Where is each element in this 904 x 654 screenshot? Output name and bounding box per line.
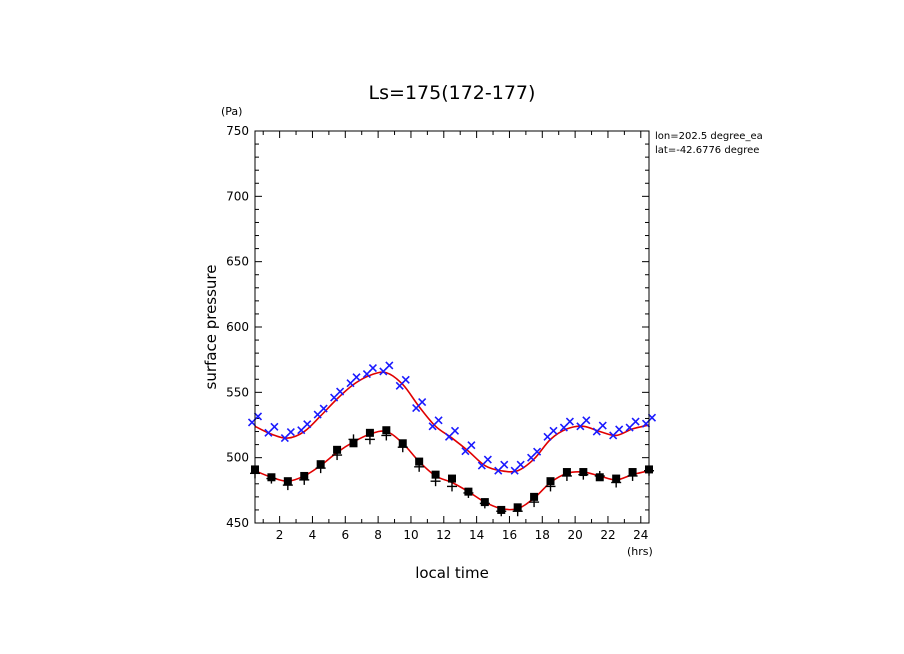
x-tick-label: 18 — [535, 528, 550, 542]
y-tick-label: 750 — [226, 124, 249, 138]
data-point-x — [395, 375, 410, 390]
data-point-x — [264, 422, 279, 437]
x-tick-label: 12 — [436, 528, 451, 542]
data-point-plus — [364, 434, 375, 445]
y-tick-label: 650 — [226, 255, 249, 269]
data-point-x — [362, 363, 377, 379]
data-point-plus — [463, 487, 474, 498]
data-point-square — [365, 428, 374, 437]
data-point-x — [576, 416, 591, 431]
data-point-x — [346, 373, 361, 388]
data-point-x — [379, 361, 394, 376]
data-point-x — [247, 412, 263, 427]
data-point-square — [546, 477, 555, 486]
annotation-lat: lat=-42.6776 degree — [655, 145, 759, 156]
annotation-lon: lon=202.5 degree_ea — [655, 131, 763, 142]
fit-curve — [254, 371, 650, 473]
x-tick-label: 8 — [374, 528, 382, 542]
plot-frame — [254, 130, 650, 524]
y-tick-label: 500 — [226, 451, 249, 465]
y-tick-label: 550 — [226, 385, 249, 399]
x-tick-label: 2 — [276, 528, 284, 542]
data-point-x — [592, 421, 607, 436]
data-point-x — [527, 447, 542, 462]
data-point-square — [530, 492, 539, 501]
data-point-plus — [282, 480, 293, 491]
x-tick-label: 22 — [600, 528, 615, 542]
data-point-x — [609, 425, 624, 440]
data-point-x — [313, 404, 328, 419]
x-tick-label: 6 — [341, 528, 349, 542]
y-tick-label: 600 — [226, 320, 249, 334]
data-point-square — [448, 474, 456, 483]
y-axis-label: surface pressure — [202, 265, 220, 390]
data-point-plus — [315, 463, 326, 474]
axes: 2 4 6 8 10 12 14 16 18 20 22 2445050055060065070075… — [226, 124, 649, 542]
x-unit-label: (hrs) — [627, 545, 653, 558]
data-point-plus — [299, 474, 310, 485]
data-point-square — [333, 445, 342, 454]
data-point-x — [412, 397, 427, 413]
x-tick-label: 16 — [502, 528, 517, 542]
x-tick-label: 24 — [633, 528, 648, 542]
data-point-x — [461, 441, 476, 456]
data-point-x — [280, 428, 295, 443]
chart-title: Ls=175(172-177) — [369, 82, 536, 104]
data-point-plus — [496, 506, 507, 517]
x-tick-label: 10 — [403, 528, 418, 542]
data-point-square — [431, 470, 440, 479]
data-point-plus — [381, 430, 392, 441]
data-point-plus — [414, 461, 425, 472]
data-point-square — [415, 457, 424, 466]
data-point-plus — [627, 470, 638, 481]
data-point-plus — [447, 481, 457, 492]
data-point-plus — [479, 498, 490, 509]
data-point-plus — [545, 481, 556, 492]
data-point-plus — [332, 450, 343, 461]
x-tick-label: 14 — [469, 528, 484, 542]
data-point-x — [477, 455, 492, 470]
data-point-plus — [578, 469, 589, 480]
data-point-x — [494, 460, 509, 475]
data-point-plus — [561, 470, 572, 481]
data-point-x — [510, 460, 525, 475]
y-unit-label: (Pa) — [221, 105, 242, 118]
data-point-x — [330, 387, 345, 402]
data-point-plus — [529, 497, 540, 508]
data-point-plus — [512, 506, 523, 517]
data-point-plus — [348, 434, 359, 445]
data-point-plus — [266, 473, 277, 484]
data-point-x — [625, 417, 640, 432]
y-tick-label: 700 — [226, 189, 249, 203]
data-point-square — [382, 426, 391, 435]
data-point-x — [297, 420, 312, 435]
data-point-x — [444, 426, 460, 441]
data-point-plus — [611, 477, 622, 488]
x-axis-label: local time — [415, 564, 489, 582]
y-tick-label: 450 — [226, 516, 249, 530]
fit-curve — [254, 430, 650, 511]
data-point-plus — [430, 476, 441, 487]
x-tick-label: 20 — [567, 528, 582, 542]
data-point-plus — [397, 442, 408, 453]
data-point-x — [543, 426, 558, 441]
data-point-x — [559, 417, 574, 432]
data-point-plus — [594, 470, 605, 481]
data-point-x — [641, 413, 657, 428]
x-tick-label: 4 — [309, 528, 317, 542]
data-point-x — [428, 416, 443, 431]
data-markers — [247, 361, 657, 517]
